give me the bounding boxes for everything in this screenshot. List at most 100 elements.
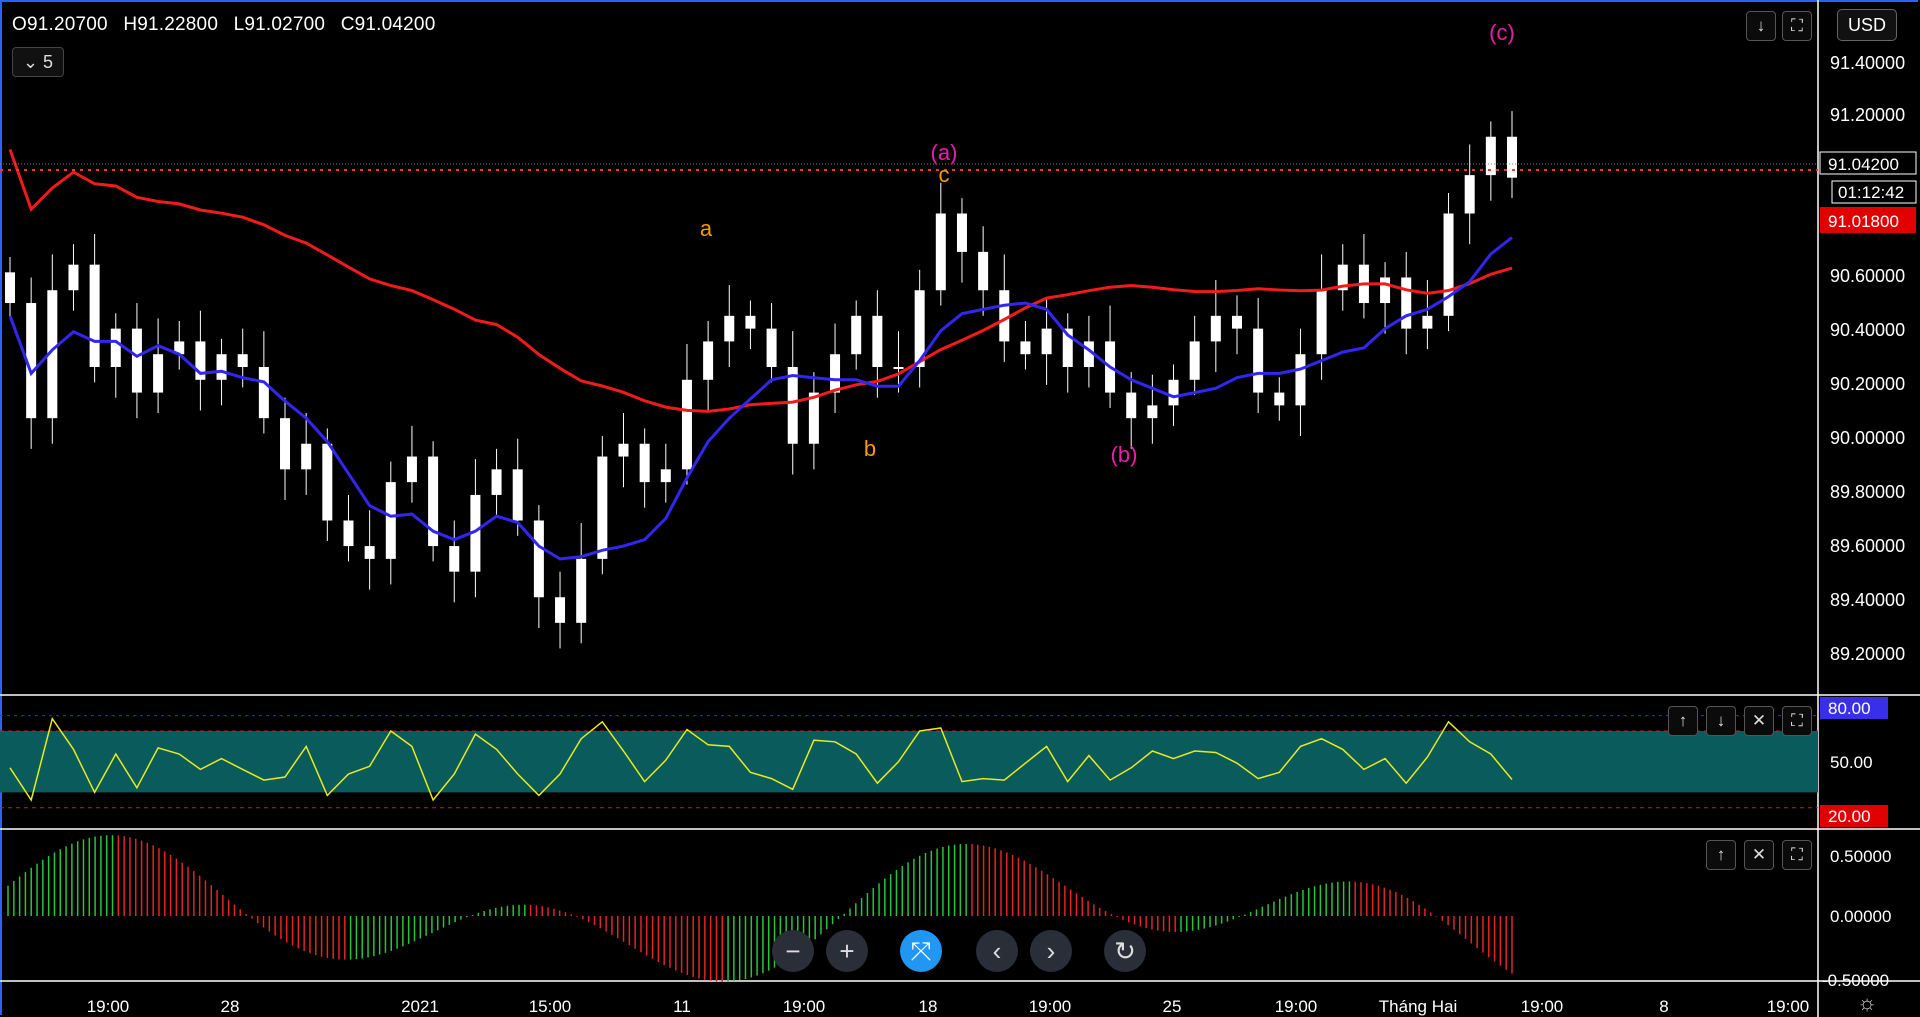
rsi-label-50: 50.00 [1830, 753, 1873, 772]
red-price-label: 91.01800 [1828, 212, 1899, 231]
candle-body [1168, 379, 1179, 406]
maximize-icon[interactable]: ⛶ [1782, 11, 1812, 41]
candle-body [47, 290, 58, 419]
candle-body [808, 392, 819, 444]
moving-average-blue [8, 236, 1513, 561]
candle-body [258, 367, 269, 419]
candle-body [406, 456, 417, 483]
arrow-up-icon[interactable]: ↑ [1668, 706, 1698, 736]
zoom-out-icon[interactable]: − [772, 930, 814, 972]
scroll-right-icon[interactable]: › [1030, 930, 1072, 972]
candle-body [703, 341, 714, 380]
time-tick-label: 8 [1659, 997, 1668, 1016]
last-price-label: 91.04200 [1828, 155, 1899, 174]
candle-body [470, 494, 481, 572]
candle-body [660, 469, 671, 483]
red-price-badge [1820, 207, 1916, 233]
candle-body [512, 469, 523, 521]
candle-body [280, 418, 291, 470]
candle-body [1041, 328, 1052, 355]
price-tick-label: 91.40000 [1830, 53, 1905, 73]
reset-zoom-icon[interactable]: ⤧ [900, 930, 942, 972]
rsi-band [0, 731, 1818, 793]
candle-body [216, 354, 227, 380]
interval-selector[interactable]: ⌄ 5 [12, 47, 64, 77]
candle-body [1316, 290, 1327, 355]
candle-body [830, 354, 841, 393]
rsi-line [9, 716, 1513, 802]
time-tick-label: 28 [221, 997, 240, 1016]
candle-body [428, 456, 439, 547]
candle-body [1210, 315, 1221, 342]
close-icon[interactable]: ✕ [1744, 706, 1774, 736]
price-tick-label: 89.40000 [1830, 590, 1905, 610]
countdown-badge [1831, 180, 1917, 204]
candle-body [195, 341, 206, 380]
candle-body [533, 520, 544, 598]
candle-body [89, 264, 100, 367]
candle-body [237, 354, 248, 367]
candle-body [893, 367, 904, 369]
wave-label-1: (a) [931, 140, 958, 165]
price-tick-label: 90.60000 [1830, 266, 1905, 286]
candle-body [1422, 315, 1433, 329]
candle-body [364, 546, 375, 559]
candle-body [1295, 354, 1306, 406]
maximize-icon[interactable]: ⛶ [1782, 840, 1812, 870]
wave-label-4: b [864, 436, 876, 461]
candle-body [978, 251, 989, 291]
candle-body [766, 328, 777, 367]
currency-button[interactable]: USD [1837, 9, 1897, 41]
time-tick-label: 18 [919, 997, 938, 1016]
price-tick-label: 89.20000 [1830, 644, 1905, 664]
time-tick-label: 19:00 [1521, 997, 1564, 1016]
candle-body [597, 456, 608, 559]
scroll-left-icon[interactable]: ‹ [976, 930, 1018, 972]
candle-body [26, 303, 37, 419]
candle-body [1443, 213, 1454, 316]
chevron-down-icon: ⌄ [22, 52, 39, 72]
wave-label-3: a [700, 216, 713, 241]
candle-body [1062, 328, 1073, 367]
settings-icon[interactable]: ☼ [1857, 990, 1878, 1015]
candle-body [724, 315, 735, 342]
candle-body [1020, 341, 1031, 355]
candle-body [1253, 328, 1264, 393]
high-value: H91.22800 [123, 14, 219, 35]
arrow-up-icon[interactable]: ↑ [1706, 840, 1736, 870]
candle-body [1380, 277, 1391, 304]
time-tick-label: 11 [673, 997, 691, 1016]
arrow-down-icon[interactable]: ↓ [1706, 706, 1736, 736]
rsi-20-badge [1820, 805, 1888, 827]
candle-body [131, 328, 142, 393]
candle-body [1147, 405, 1158, 419]
countdown-label: 01:12:42 [1838, 183, 1904, 202]
candle-body [872, 315, 883, 367]
rsi-label-80: 80.00 [1828, 699, 1871, 718]
candle-body [343, 520, 354, 547]
ao-label-high: 0.50000 [1830, 847, 1891, 866]
maximize-icon[interactable]: ⛶ [1782, 706, 1812, 736]
time-tick-label: 2021 [401, 997, 439, 1016]
candle-body [1274, 392, 1285, 406]
time-tick-label: 25 [1163, 997, 1182, 1016]
time-tick-label: 15:00 [529, 997, 572, 1016]
reset-chart-icon[interactable]: ↻ [1104, 930, 1146, 972]
candle-body [1464, 175, 1475, 214]
close-icon[interactable]: ✕ [1744, 840, 1774, 870]
candle-body [110, 328, 121, 367]
wave-label-2: c [939, 162, 950, 187]
price-tick-label: 90.40000 [1830, 320, 1905, 340]
time-tick-label: 19:00 [783, 997, 826, 1016]
candle-body [555, 597, 566, 623]
candle-body [1126, 392, 1137, 419]
last-price-badge [1819, 151, 1917, 175]
arrow-down-icon[interactable]: ↓ [1746, 11, 1776, 41]
ohlc-legend: O91.20700 H91.22800 L91.02700 C91.04200 [12, 14, 445, 36]
price-tick-label: 90.20000 [1830, 374, 1905, 394]
zoom-in-icon[interactable]: + [826, 930, 868, 972]
candle-body [491, 469, 502, 495]
rsi-label-20: 20.00 [1828, 807, 1871, 826]
time-tick-label: Tháng Hai [1379, 997, 1457, 1016]
